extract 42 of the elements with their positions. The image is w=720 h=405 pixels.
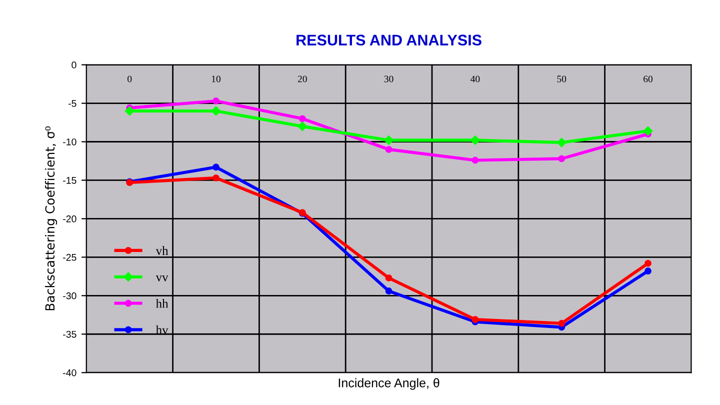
y-tick-label: -35 <box>63 330 76 338</box>
y-tick-label: 0 <box>72 62 76 68</box>
legend-label: vv <box>156 276 168 282</box>
point <box>472 156 479 164</box>
point <box>644 268 652 274</box>
y-tick-label: -5 <box>68 100 76 107</box>
legend-label: vh <box>156 246 168 255</box>
y-tick-label: -10 <box>63 138 76 146</box>
x-tick-label: 60 <box>644 76 652 82</box>
x-tick-label: 30 <box>384 76 394 82</box>
point <box>644 260 652 267</box>
x-tick-label: 20 <box>298 76 307 82</box>
point <box>385 146 392 153</box>
y-tick-label: -20 <box>63 215 76 222</box>
x-tick-label: 40 <box>470 76 480 82</box>
legend-label: hh <box>156 298 168 308</box>
point <box>385 288 392 295</box>
chart-title: RESULTS AND ANALYSIS <box>296 34 482 46</box>
point <box>643 126 653 136</box>
y-tick-label: -40 <box>63 369 76 376</box>
y-tick-label: -25 <box>63 254 76 261</box>
point <box>556 138 566 148</box>
point <box>212 97 220 104</box>
y-tick-label: -30 <box>63 292 76 300</box>
x-axis-title: Incidence Angle, θ <box>338 378 440 390</box>
point <box>385 274 392 282</box>
point <box>211 106 221 116</box>
point <box>384 136 394 145</box>
y-tick-label: -15 <box>63 177 76 184</box>
point <box>472 316 479 323</box>
x-tick-label: 10 <box>212 76 220 82</box>
point <box>558 155 566 162</box>
point <box>470 136 480 145</box>
point <box>298 115 306 122</box>
point <box>124 106 134 116</box>
y-axis-title: Backscattering Coefficient, σ⁰ <box>44 126 58 310</box>
point <box>558 320 566 327</box>
point <box>212 174 220 182</box>
x-tick-label: 0 <box>128 76 132 82</box>
point <box>212 164 220 171</box>
point <box>298 122 308 131</box>
x-tick-label: 50 <box>557 76 566 82</box>
